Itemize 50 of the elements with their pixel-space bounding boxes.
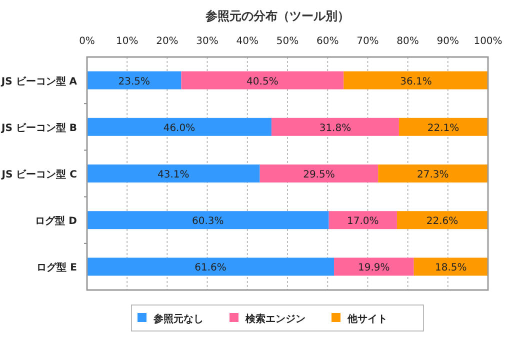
x-tick-label: 30%	[196, 36, 218, 47]
bar	[271, 118, 399, 136]
data-label: 29.5%	[303, 170, 335, 180]
bar	[87, 118, 272, 136]
x-tick-label: 60%	[316, 36, 339, 47]
bar	[87, 258, 334, 276]
y-tick-label: JS ビーコン型 B	[0, 122, 77, 134]
x-tick-label: 40%	[236, 36, 259, 47]
data-label: 18.5%	[435, 262, 467, 274]
y-tick-label: JS ビーコン型 A	[0, 75, 78, 88]
bar	[328, 211, 397, 230]
data-label: 61.6%	[194, 262, 226, 274]
chart-title: 参照元の分布（ツール別）	[204, 9, 350, 23]
y-tick-label: ログ型 E	[36, 262, 78, 274]
data-label: 23.5%	[118, 76, 150, 88]
legend-label: 検索エンジン	[244, 313, 306, 325]
bar	[87, 71, 182, 90]
x-tick-label: 0%	[79, 36, 95, 47]
x-tick-label: 100%	[474, 36, 502, 47]
bar	[344, 71, 488, 90]
data-label: 22.6%	[426, 216, 458, 228]
data-label: 27.3%	[416, 170, 449, 180]
data-label: 19.9%	[358, 262, 390, 274]
legend-label: 他サイト	[346, 313, 388, 325]
data-label: 36.1%	[400, 76, 432, 88]
data-label: 60.3%	[192, 216, 224, 228]
bar	[181, 71, 344, 90]
legend-label: 参照元なし	[152, 313, 204, 325]
data-label: 31.8%	[319, 122, 352, 134]
data-label: 43.1%	[158, 170, 190, 180]
bar	[87, 164, 260, 182]
x-tick-label: 10%	[116, 36, 138, 47]
data-label: 46.0%	[163, 122, 196, 134]
x-tick-label: 90%	[436, 36, 460, 47]
data-label: 17.0%	[346, 216, 379, 228]
bar	[396, 211, 488, 230]
bar	[414, 258, 488, 276]
x-tick-label: 70%	[356, 36, 379, 47]
bar	[260, 164, 378, 182]
x-tick-label: 50%	[276, 36, 299, 47]
bar	[398, 118, 488, 136]
y-tick-label: JS ビーコン型 C	[0, 168, 77, 180]
y-tick-label: ログ型 D	[35, 215, 77, 228]
x-tick-label: 80%	[396, 36, 419, 47]
x-tick-label: 20%	[156, 36, 178, 47]
bar	[334, 258, 414, 276]
data-label: 40.5%	[246, 76, 278, 88]
data-label: 22.1%	[427, 122, 460, 134]
bar	[87, 211, 329, 230]
bar	[378, 164, 488, 182]
